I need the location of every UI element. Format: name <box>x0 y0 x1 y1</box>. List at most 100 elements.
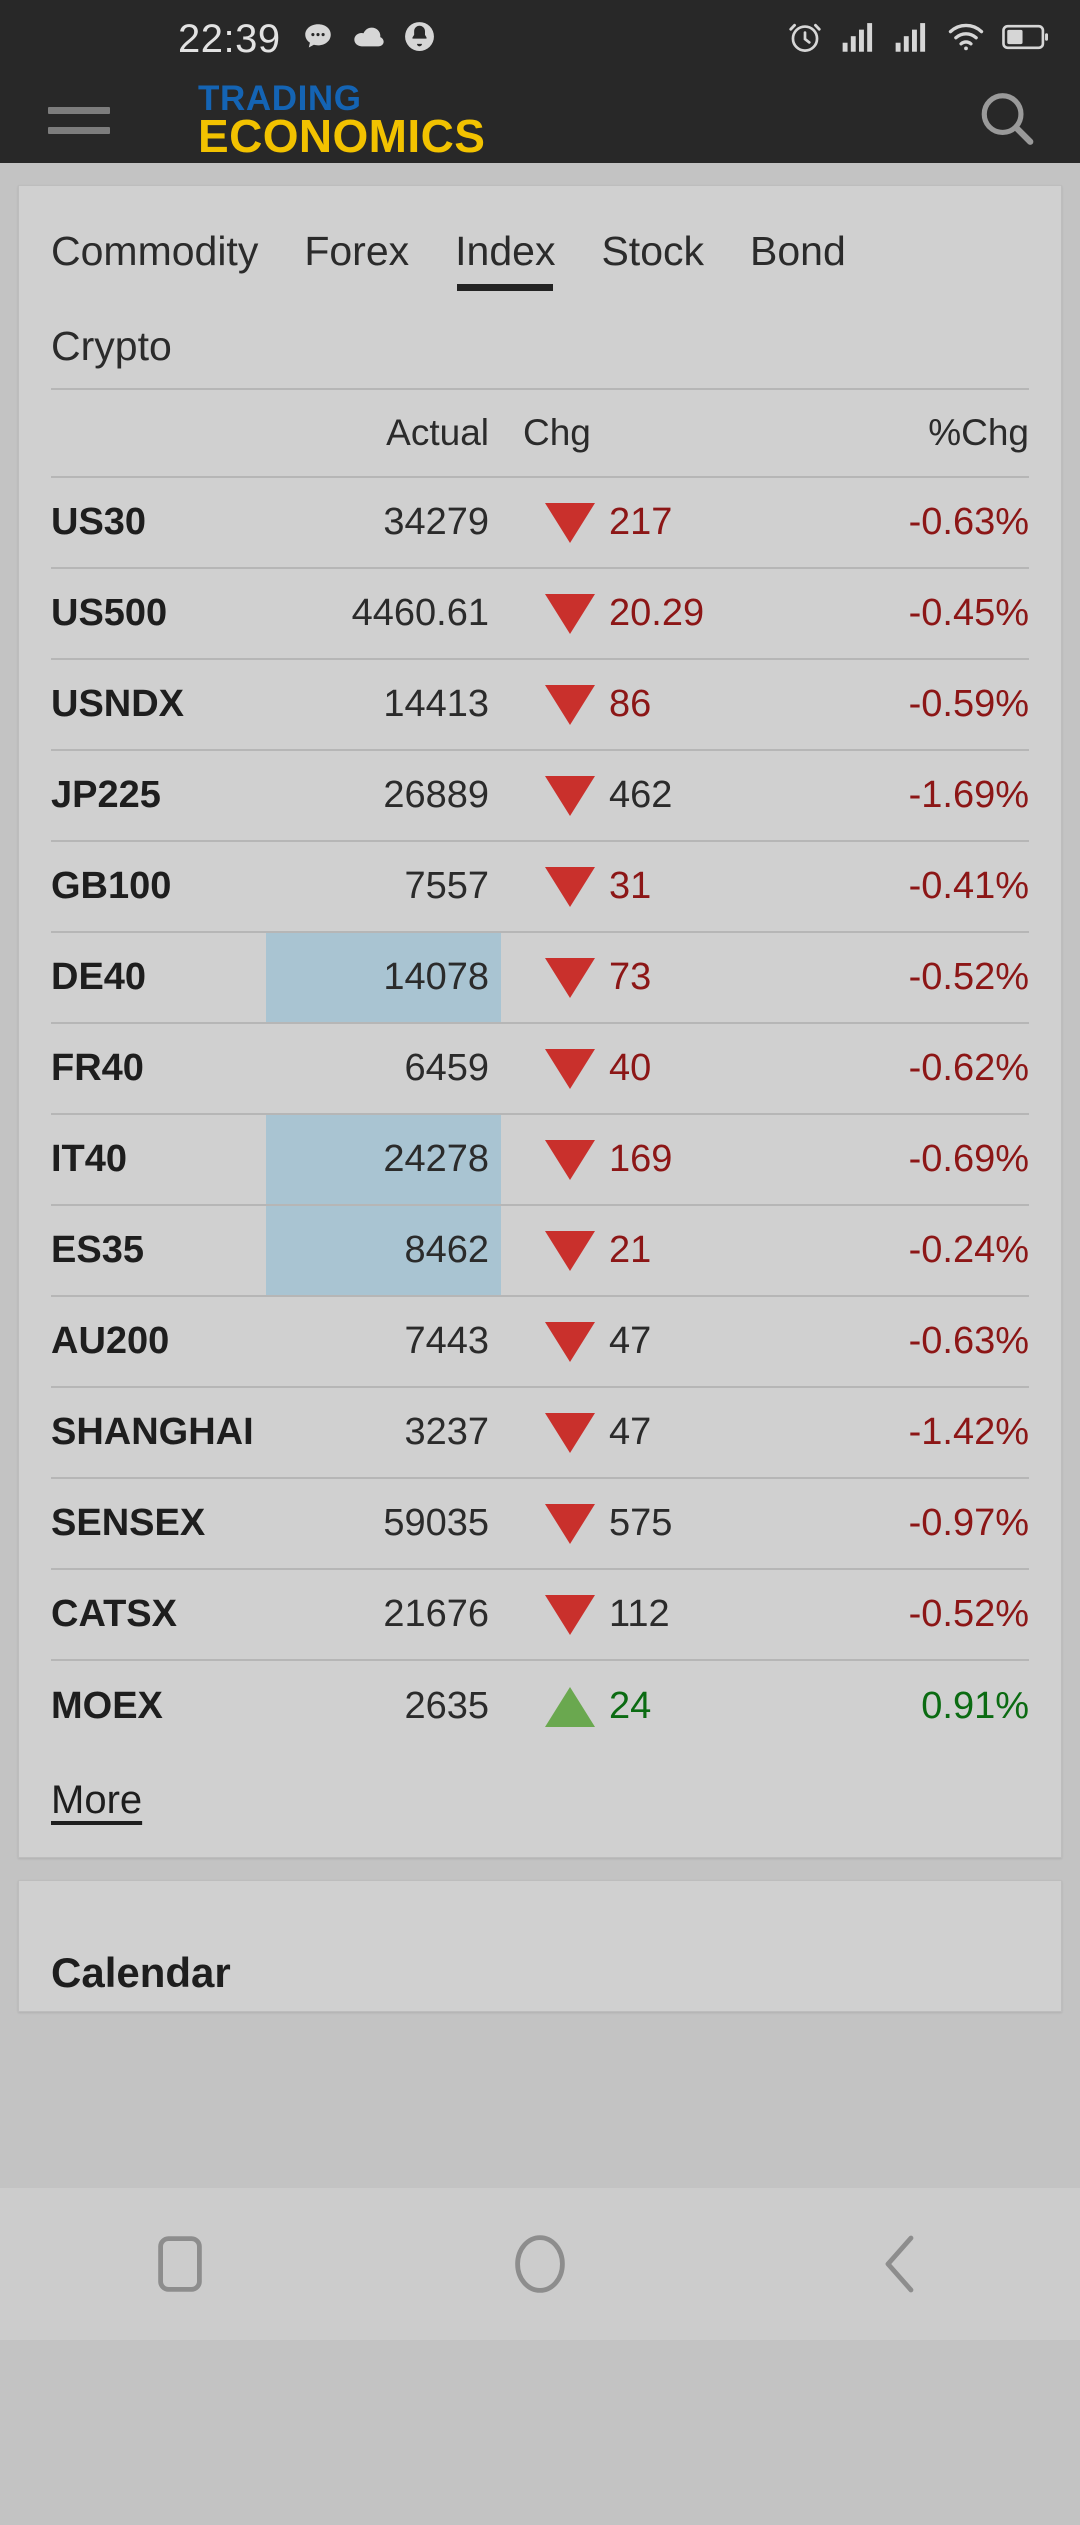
cell-actual: 59035 <box>266 1479 501 1568</box>
cell-symbol: SENSEX <box>51 1479 266 1568</box>
triangle-down-icon <box>545 958 595 998</box>
cell-actual: 24278 <box>266 1115 501 1204</box>
cell-pct-chg: -1.42% <box>799 1388 1029 1477</box>
cell-actual: 3237 <box>266 1388 501 1477</box>
calendar-card[interactable]: Calendar <box>18 1880 1062 2012</box>
chg-value: 40 <box>609 1047 651 1090</box>
col-header-pct: %Chg <box>799 390 1029 476</box>
chg-value: 169 <box>609 1138 672 1181</box>
triangle-down-icon <box>545 1231 595 1271</box>
status-bar: 22:39 <box>0 0 1080 78</box>
cell-pct-chg: -1.69% <box>799 751 1029 840</box>
chg-value: 217 <box>609 501 672 544</box>
cell-chg: 462 <box>501 751 799 840</box>
search-icon[interactable] <box>976 87 1038 154</box>
app-logo[interactable]: TRADING ECONOMICS <box>198 83 485 158</box>
more-link[interactable]: More <box>51 1778 142 1823</box>
cell-pct-chg: -0.52% <box>799 1570 1029 1659</box>
tab-stock[interactable]: Stock <box>601 220 704 293</box>
tab-bond[interactable]: Bond <box>750 220 846 293</box>
cell-pct-chg: -0.62% <box>799 1024 1029 1113</box>
cell-chg: 73 <box>501 933 799 1022</box>
cell-chg: 169 <box>501 1115 799 1204</box>
cell-symbol: US30 <box>51 478 266 567</box>
bell-circle-icon <box>403 20 436 58</box>
tab-commodity[interactable]: Commodity <box>51 220 258 293</box>
status-bar-left: 22:39 <box>178 17 436 62</box>
logo-line-economics: ECONOMICS <box>198 115 485 158</box>
signal-2-icon <box>894 22 930 57</box>
col-header-actual: Actual <box>266 390 501 476</box>
triangle-down-icon <box>545 1322 595 1362</box>
signal-1-icon <box>841 22 877 57</box>
chg-value: 20.29 <box>609 592 704 635</box>
cell-actual: 34279 <box>266 478 501 567</box>
cell-symbol: USNDX <box>51 660 266 749</box>
chevron-left-back-icon[interactable] <box>810 2188 990 2340</box>
cell-symbol: JP225 <box>51 751 266 840</box>
cell-chg: 217 <box>501 478 799 567</box>
page-body: Commodity Forex Index Stock Bond Crypto … <box>0 185 1080 2525</box>
tab-crypto[interactable]: Crypto <box>51 315 172 388</box>
triangle-down-icon <box>545 867 595 907</box>
triangle-down-icon <box>545 1413 595 1453</box>
chg-value: 86 <box>609 683 651 726</box>
cell-symbol: DE40 <box>51 933 266 1022</box>
square-recents-icon[interactable] <box>90 2188 270 2340</box>
status-clock: 22:39 <box>178 17 281 62</box>
market-tabs: Commodity Forex Index Stock Bond Crypto <box>51 186 1029 388</box>
tab-forex[interactable]: Forex <box>304 220 409 293</box>
cell-actual: 26889 <box>266 751 501 840</box>
cell-symbol: CATSX <box>51 1570 266 1659</box>
chg-value: 462 <box>609 774 672 817</box>
triangle-down-icon <box>545 1595 595 1635</box>
chg-value: 575 <box>609 1502 672 1545</box>
circle-home-icon[interactable] <box>450 2188 630 2340</box>
triangle-down-icon <box>545 594 595 634</box>
markets-card: Commodity Forex Index Stock Bond Crypto … <box>18 185 1062 1858</box>
cloud-icon <box>353 24 385 55</box>
hamburger-bar <box>48 107 110 114</box>
cell-chg: 112 <box>501 1570 799 1659</box>
alarm-icon <box>786 18 824 61</box>
cell-chg: 47 <box>501 1297 799 1386</box>
app-header: TRADING ECONOMICS <box>0 78 1080 163</box>
system-navigation-bar <box>0 2188 1080 2340</box>
chg-value: 47 <box>609 1320 651 1363</box>
triangle-up-icon <box>545 1687 595 1727</box>
cell-pct-chg: -0.45% <box>799 569 1029 658</box>
cell-pct-chg: -0.69% <box>799 1115 1029 1204</box>
cell-chg: 40 <box>501 1024 799 1113</box>
cell-symbol: SHANGHAI <box>51 1388 266 1477</box>
cell-actual: 6459 <box>266 1024 501 1113</box>
table-header-row: Actual Chg %Chg <box>51 390 1029 478</box>
cell-symbol: AU200 <box>51 1297 266 1386</box>
hamburger-icon[interactable] <box>48 107 110 134</box>
chg-value: 21 <box>609 1229 651 1272</box>
cell-pct-chg: -0.97% <box>799 1479 1029 1568</box>
cell-pct-chg: -0.52% <box>799 933 1029 1022</box>
triangle-down-icon <box>545 1504 595 1544</box>
cell-pct-chg: -0.41% <box>799 842 1029 931</box>
cell-actual: 7443 <box>266 1297 501 1386</box>
cell-chg: 21 <box>501 1206 799 1295</box>
status-bar-right <box>786 18 1048 61</box>
tab-index[interactable]: Index <box>455 220 555 293</box>
cell-actual: 4460.61 <box>266 569 501 658</box>
cell-pct-chg: -0.59% <box>799 660 1029 749</box>
wifi-icon <box>947 22 985 57</box>
